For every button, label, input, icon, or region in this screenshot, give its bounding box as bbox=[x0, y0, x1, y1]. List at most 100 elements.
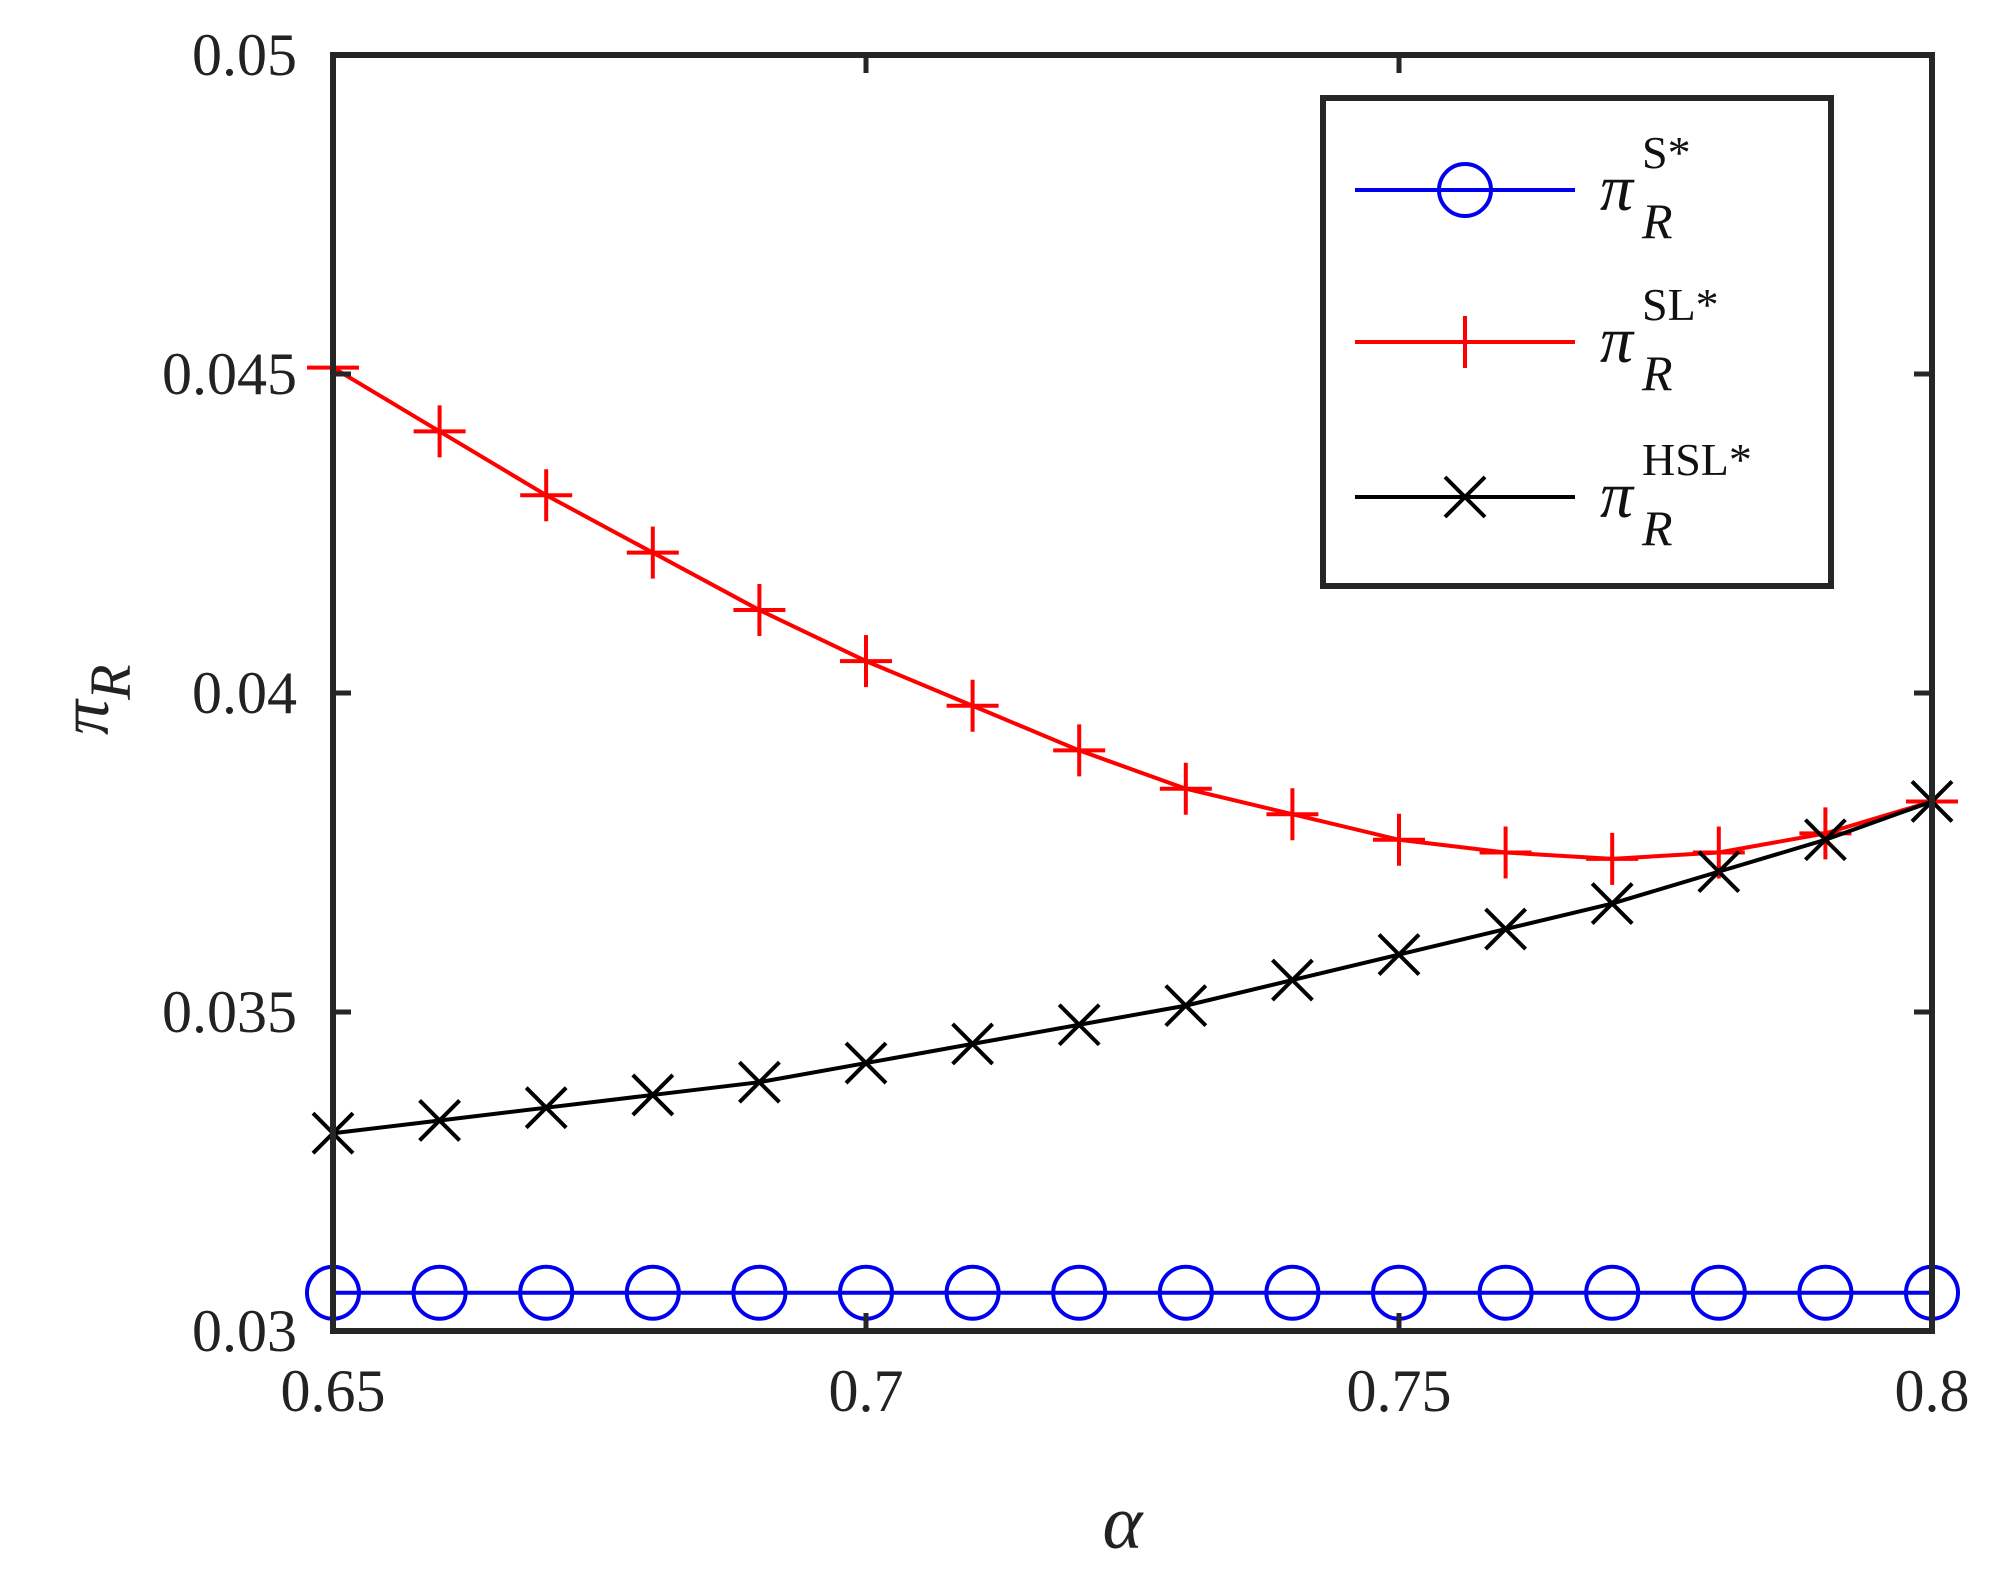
data-point bbox=[946, 679, 999, 732]
circle-marker bbox=[518, 1264, 575, 1321]
circle-marker bbox=[731, 1264, 788, 1321]
data-point bbox=[1590, 882, 1634, 925]
data-point bbox=[1479, 826, 1532, 879]
data-point bbox=[524, 1086, 568, 1130]
data-point bbox=[631, 1073, 675, 1117]
data-point bbox=[1270, 958, 1314, 1002]
x-axis-label: α bbox=[1103, 1481, 1145, 1565]
x-marker-b bbox=[1057, 1003, 1101, 1047]
data-point bbox=[624, 1264, 681, 1321]
legend-marker bbox=[1443, 475, 1487, 519]
data-point bbox=[1477, 1264, 1534, 1321]
data-point bbox=[520, 469, 573, 522]
data-point bbox=[1159, 762, 1212, 815]
circle-marker bbox=[1264, 1264, 1321, 1321]
x-marker-b bbox=[951, 1022, 995, 1066]
data-point bbox=[737, 1060, 781, 1104]
series-1 bbox=[307, 341, 1958, 885]
y-tick-label: 0.035 bbox=[162, 979, 297, 1045]
x-tick-label: 0.75 bbox=[1347, 1358, 1452, 1424]
x-marker-b bbox=[1697, 850, 1741, 894]
data-point bbox=[1803, 818, 1847, 862]
data-point bbox=[1157, 1264, 1214, 1321]
x-tick-label: 0.7 bbox=[829, 1358, 904, 1424]
data-point bbox=[1264, 1264, 1321, 1321]
data-point bbox=[1484, 907, 1528, 951]
x-marker-b bbox=[737, 1060, 781, 1104]
legend-label-sup: SL* bbox=[1642, 279, 1719, 330]
circle-marker bbox=[1690, 1264, 1747, 1321]
x-marker-b bbox=[1803, 818, 1847, 862]
x-marker-b bbox=[524, 1086, 568, 1130]
circle-marker bbox=[1477, 1264, 1534, 1321]
y-tick-label: 0.03 bbox=[192, 1298, 297, 1364]
legend-label-sub: R bbox=[1641, 193, 1673, 249]
legend-marker bbox=[1437, 162, 1493, 218]
x-marker-b bbox=[844, 1041, 888, 1085]
circle-marker bbox=[1157, 1264, 1214, 1321]
data-point bbox=[844, 1041, 888, 1085]
legend-marker bbox=[1439, 316, 1491, 368]
legend-entry-1: π SL* R bbox=[1355, 279, 1719, 401]
x-marker-b bbox=[1377, 933, 1421, 976]
data-point bbox=[1266, 788, 1319, 841]
circle-marker bbox=[624, 1264, 681, 1321]
data-point bbox=[1697, 850, 1741, 894]
data-point bbox=[1373, 813, 1425, 866]
data-point bbox=[1690, 1264, 1747, 1321]
circle-marker bbox=[1797, 1264, 1854, 1321]
data-point bbox=[518, 1264, 575, 1321]
data-point bbox=[418, 1099, 462, 1142]
circle-marker bbox=[1051, 1264, 1108, 1321]
data-point bbox=[1377, 933, 1421, 976]
data-point bbox=[1053, 724, 1106, 777]
data-point bbox=[1051, 1264, 1108, 1321]
data-point bbox=[1164, 984, 1208, 1028]
legend-label-sub: R bbox=[1641, 345, 1673, 401]
series-line-1 bbox=[331, 365, 1933, 861]
data-point bbox=[951, 1022, 995, 1066]
data-point bbox=[1797, 1264, 1854, 1321]
data-point bbox=[731, 1264, 788, 1321]
data-point bbox=[840, 635, 892, 688]
x-marker-b bbox=[1270, 958, 1314, 1002]
data-point bbox=[411, 1264, 468, 1321]
circle-marker bbox=[1584, 1264, 1641, 1321]
data-point bbox=[1586, 832, 1639, 885]
legend-label-base: π bbox=[1600, 304, 1635, 377]
y-tick-label: 0.04 bbox=[192, 660, 297, 726]
y-axis-label-sub: R bbox=[78, 664, 143, 700]
legend-label-base: π bbox=[1600, 459, 1635, 532]
x-marker-b bbox=[418, 1099, 462, 1142]
data-point bbox=[413, 405, 466, 458]
legend-label-base: π bbox=[1600, 152, 1635, 225]
legend-label-sub: R bbox=[1641, 500, 1673, 556]
data-point bbox=[1057, 1003, 1101, 1047]
data-point bbox=[944, 1264, 1001, 1321]
data-point bbox=[626, 526, 679, 579]
y-axis-label-base: π bbox=[47, 698, 124, 735]
x-marker-b bbox=[631, 1073, 675, 1117]
x-marker-b bbox=[1443, 475, 1487, 519]
data-point bbox=[733, 584, 786, 637]
series-line-2 bbox=[332, 799, 1933, 1136]
data-point bbox=[1584, 1264, 1641, 1321]
x-tick-label: 0.65 bbox=[281, 1358, 386, 1424]
y-tick-label: 0.045 bbox=[162, 341, 297, 407]
x-marker-b bbox=[1484, 907, 1528, 951]
legend: π S*Rπ SL*Rπ HSL*R bbox=[1320, 95, 1834, 589]
legend-label-sup: HSL* bbox=[1642, 434, 1752, 485]
x-marker-b bbox=[1164, 984, 1208, 1028]
x-tick-label: 0.8 bbox=[1895, 1358, 1970, 1424]
x-marker-b bbox=[1590, 882, 1634, 925]
series-2 bbox=[311, 780, 1954, 1155]
legend-entry-0: π S* R bbox=[1355, 127, 1691, 249]
y-axis-label: πR bbox=[47, 664, 143, 735]
circle-marker bbox=[944, 1264, 1001, 1321]
legend-entry-2: π HSL* R bbox=[1355, 434, 1752, 556]
legend-label-sup: S* bbox=[1642, 127, 1691, 178]
circle-marker bbox=[411, 1264, 468, 1321]
